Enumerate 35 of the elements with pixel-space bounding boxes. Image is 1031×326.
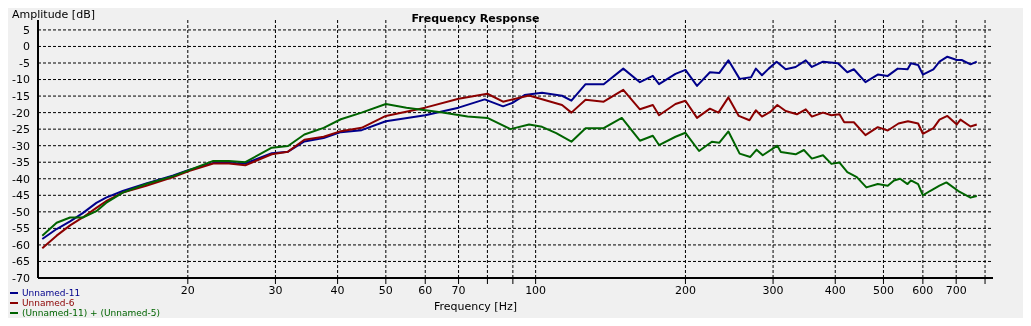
y-tick-label: -50 [12, 205, 30, 219]
y-tick-label: -25 [12, 123, 30, 137]
x-axis-title: Frequency [Hz] [434, 300, 517, 313]
x-tick-label: 200 [674, 283, 696, 297]
legend-label: Unnamed-6 [22, 298, 75, 308]
x-tick-label: 700 [945, 283, 967, 297]
y-tick-label: -15 [12, 89, 30, 103]
y-tick-label: -5 [19, 56, 30, 70]
x-tick-label: 70 [451, 283, 466, 297]
x-tick-label: 500 [872, 283, 894, 297]
y-tick-label: -45 [12, 189, 30, 203]
y-tick-label: 5 [23, 23, 30, 37]
y-tick-label: 0 [23, 40, 30, 54]
chart-title: Frequency Response [411, 12, 540, 25]
y-tick-label: -70 [12, 271, 30, 285]
legend-label: Unnamed-11 [22, 288, 81, 298]
x-tick-label: 50 [378, 283, 393, 297]
x-tick-label: 600 [912, 283, 934, 297]
y-tick-label: -55 [12, 222, 30, 236]
y-tick-label: -35 [12, 156, 30, 170]
x-tick-label: 30 [268, 283, 283, 297]
y-tick-label: -40 [12, 172, 30, 186]
legend-label: (Unnamed-11) + (Unnamed-5) [22, 308, 161, 318]
x-tick-label: 60 [418, 283, 433, 297]
y-tick-label: -65 [12, 255, 30, 269]
y-tick-label: -60 [12, 238, 30, 252]
x-tick-label: 100 [525, 283, 547, 297]
y-tick-label: -10 [12, 73, 30, 87]
x-tick-label: 40 [330, 283, 345, 297]
y-tick-label: -20 [12, 106, 30, 120]
x-tick-label: 300 [762, 283, 784, 297]
x-tick-label: 20 [180, 283, 195, 297]
y-tick-label: -30 [12, 139, 30, 153]
x-tick-label: 400 [824, 283, 846, 297]
y-axis-title: Amplitude [dB] [12, 8, 95, 21]
